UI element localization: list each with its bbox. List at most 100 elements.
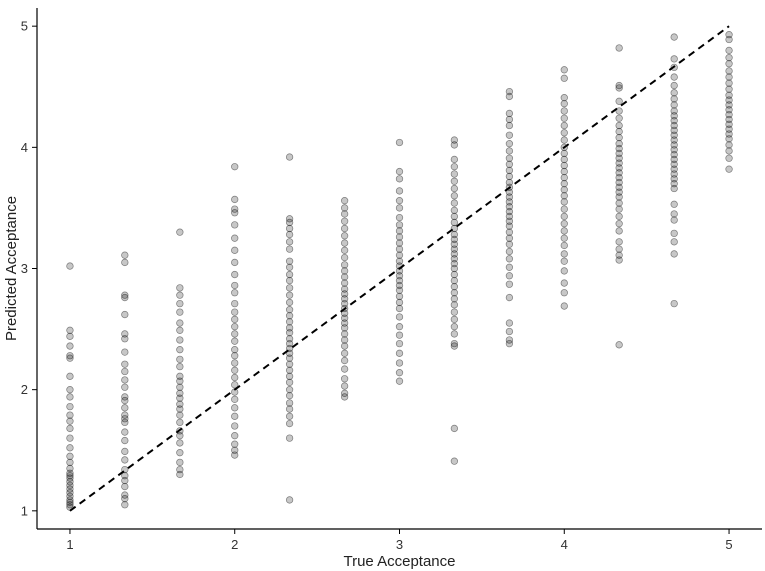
data-point (505, 293, 514, 302)
data-point (231, 330, 239, 338)
data-point (615, 220, 623, 228)
data-point (285, 238, 294, 246)
data-point (725, 130, 733, 138)
data-point (231, 221, 239, 229)
data-point (340, 349, 349, 357)
data-point (66, 386, 74, 394)
data-point (505, 228, 514, 236)
data-point (505, 198, 514, 206)
data-point (285, 405, 294, 413)
data-point (450, 245, 459, 253)
data-point (670, 101, 678, 109)
data-point (231, 258, 239, 267)
data-point (670, 165, 678, 173)
x-tick-label: 2 (231, 537, 238, 552)
data-point (231, 432, 239, 440)
data-point (615, 193, 623, 201)
data-point (176, 389, 184, 397)
data-point (725, 135, 733, 143)
data-point (450, 342, 459, 350)
data-point (505, 131, 514, 139)
data-point (395, 138, 404, 147)
data-point (231, 381, 239, 389)
data-point (725, 35, 733, 44)
data-point (560, 279, 568, 287)
data-point (285, 324, 294, 332)
data-point (395, 331, 404, 339)
data-point (285, 354, 294, 362)
data-point (560, 129, 568, 137)
data-point (121, 418, 129, 427)
data-point (560, 114, 568, 122)
data-point (66, 332, 74, 341)
data-point (615, 188, 623, 196)
data-point (450, 424, 459, 433)
data-point (176, 336, 184, 344)
data-point (231, 299, 239, 308)
data-point (670, 210, 678, 218)
data-point (121, 348, 129, 356)
data-point (121, 495, 129, 503)
data-point (66, 434, 74, 442)
data-point (670, 81, 678, 90)
data-point (505, 217, 514, 225)
data-point (670, 170, 678, 178)
data-point (231, 346, 239, 354)
data-point (670, 238, 678, 246)
data-point (285, 245, 294, 253)
data-point (340, 253, 349, 262)
data-point (340, 382, 349, 390)
data-point (285, 496, 294, 504)
data-point (340, 290, 349, 298)
data-point (450, 192, 459, 200)
data-point (340, 319, 349, 327)
data-point (560, 136, 568, 144)
data-point (395, 196, 404, 205)
data-point (340, 279, 349, 287)
data-point (121, 251, 129, 259)
data-point (121, 482, 129, 491)
data-point (670, 155, 678, 164)
data-point (560, 74, 568, 82)
data-point (121, 291, 129, 299)
data-point (285, 284, 294, 292)
data-point (450, 276, 459, 285)
data-point (66, 354, 74, 362)
data-point (670, 121, 678, 130)
data-point (450, 212, 459, 221)
data-point (176, 228, 184, 236)
data-point (615, 44, 623, 52)
data-point (395, 233, 404, 241)
data-point (66, 501, 74, 509)
data-point (670, 89, 678, 97)
y-tick-label: 2 (21, 382, 28, 397)
data-point (615, 97, 623, 105)
x-tick-label: 5 (725, 537, 732, 552)
data-point (505, 280, 514, 288)
data-point (505, 115, 514, 124)
data-point (340, 239, 349, 247)
data-point (450, 199, 459, 207)
data-point (395, 204, 404, 212)
data-point (121, 393, 129, 401)
data-point (505, 87, 514, 96)
data-point (66, 472, 74, 480)
data-point (670, 141, 678, 149)
data-point (395, 304, 404, 313)
data-point (450, 315, 459, 324)
data-point (340, 356, 349, 365)
data-point (560, 155, 568, 164)
data-point (121, 447, 129, 456)
data-point (66, 469, 74, 477)
data-point (505, 166, 514, 175)
data-point (340, 393, 349, 401)
data-point (670, 229, 678, 238)
data-point (615, 199, 623, 207)
data-point (615, 205, 623, 213)
data-point (176, 377, 184, 385)
data-point (560, 94, 568, 102)
data-point (505, 234, 514, 242)
data-point (340, 295, 349, 303)
data-point (505, 327, 514, 336)
